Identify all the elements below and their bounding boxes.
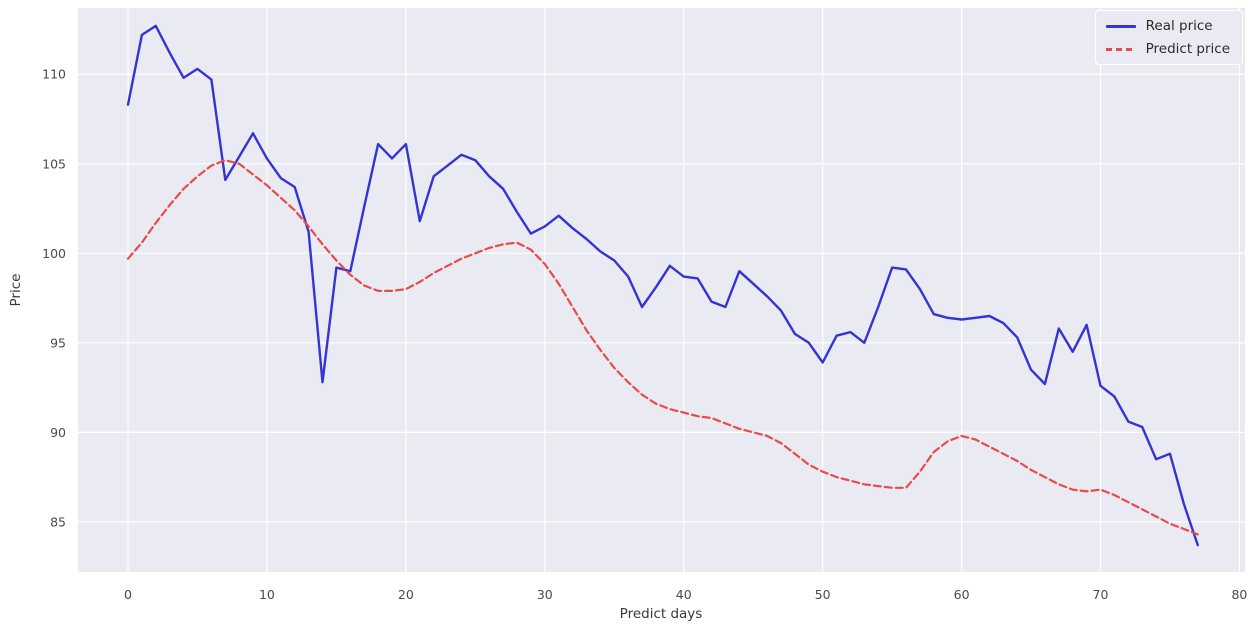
y-tick-label: 110 [42, 67, 66, 82]
predict-price-line [126, 159, 1199, 536]
x-tick-label: 70 [1093, 587, 1109, 602]
x-tick-label: 30 [537, 587, 553, 602]
real-price-line-swatch [1105, 24, 1136, 28]
legend-label-real-price: Real price [1145, 18, 1213, 34]
x-tick-label: 50 [815, 587, 831, 602]
legend-item-real-price: Real price [1105, 18, 1230, 34]
y-tick-label: 100 [42, 246, 66, 261]
x-tick-label: 60 [954, 587, 970, 602]
y-tick-label: 95 [50, 335, 66, 350]
x-axis-label: Predict days [619, 606, 703, 622]
legend: Real price Predict price [1094, 10, 1243, 65]
predict-price-line-swatch [1105, 47, 1136, 51]
x-tick-label: 40 [676, 587, 692, 602]
plot-area [78, 8, 1245, 572]
y-tick-label: 90 [50, 425, 66, 440]
y-tick-label: 105 [42, 156, 66, 171]
legend-item-predict-price: Predict price [1105, 41, 1230, 57]
y-axis-label: Price [8, 273, 24, 307]
x-tick-label: 80 [1231, 587, 1247, 602]
legend-label-predict-price: Predict price [1145, 41, 1230, 57]
x-tick-label: 0 [124, 587, 132, 602]
x-tick-label: 10 [259, 587, 275, 602]
x-tick-label: 20 [398, 587, 414, 602]
y-tick-label: 85 [50, 514, 66, 529]
